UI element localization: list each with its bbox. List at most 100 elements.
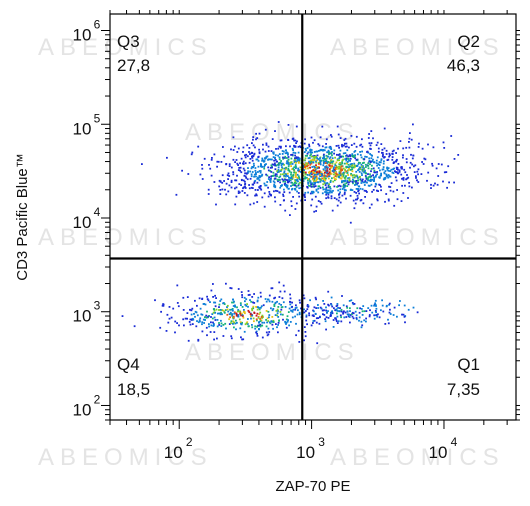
event-dot	[322, 178, 325, 181]
event-dot	[257, 306, 260, 309]
event-dot	[291, 181, 294, 184]
event-dot	[285, 174, 288, 176]
event-dot	[325, 309, 327, 312]
event-dot	[238, 167, 241, 169]
event-dot	[315, 172, 318, 175]
event-dot	[204, 319, 206, 321]
event-dot	[240, 312, 243, 315]
event-dot	[212, 283, 214, 285]
event-dot	[209, 331, 212, 333]
event-dot	[421, 161, 423, 163]
event-dot	[251, 171, 254, 173]
event-dot	[289, 303, 292, 306]
event-dot	[231, 313, 234, 315]
event-dot	[329, 315, 332, 317]
event-dot	[354, 180, 356, 183]
event-dot	[295, 125, 298, 128]
event-dot	[272, 174, 275, 177]
event-dot	[298, 170, 300, 173]
event-dot	[278, 162, 281, 165]
event-dot	[330, 160, 332, 162]
event-dot	[361, 324, 364, 327]
event-dot	[190, 309, 193, 312]
event-dot	[274, 200, 277, 203]
event-dot	[443, 171, 446, 174]
event-dot	[327, 192, 330, 194]
event-dot	[259, 291, 262, 294]
event-dot	[291, 310, 294, 313]
event-dot	[376, 199, 379, 202]
event-dot	[431, 162, 433, 165]
event-dot	[323, 314, 326, 316]
event-dot	[350, 144, 353, 146]
event-dot	[392, 190, 395, 193]
event-dot	[340, 170, 342, 172]
event-dot	[297, 184, 300, 187]
event-dot	[287, 169, 290, 172]
event-dot	[369, 163, 371, 166]
event-dot	[374, 302, 376, 305]
event-dot	[249, 153, 251, 155]
event-dot	[359, 162, 361, 164]
event-dot	[392, 149, 395, 152]
event-dot	[383, 156, 386, 158]
event-dot	[386, 166, 389, 169]
event-dot	[404, 171, 407, 174]
event-dot	[284, 180, 287, 183]
event-dot	[285, 318, 288, 321]
event-dot	[304, 138, 306, 141]
event-dot	[223, 311, 226, 314]
event-dot	[273, 305, 276, 307]
event-dot	[326, 189, 329, 192]
event-dot	[344, 177, 347, 180]
event-dot	[369, 147, 371, 150]
event-dot	[380, 143, 383, 145]
event-dot	[279, 173, 282, 176]
event-dot	[232, 316, 234, 319]
event-dot	[297, 160, 300, 163]
event-dot	[276, 164, 279, 166]
event-dot	[246, 303, 248, 305]
event-dot	[345, 170, 348, 173]
event-dot	[307, 178, 310, 180]
event-dot	[363, 189, 366, 192]
event-dot	[317, 307, 320, 309]
event-dot	[267, 166, 270, 169]
event-dot	[274, 154, 277, 157]
event-dot	[291, 316, 294, 319]
event-dot	[352, 155, 355, 158]
event-dot	[393, 167, 395, 170]
event-dot	[376, 156, 379, 159]
event-dot	[407, 308, 410, 311]
event-dot	[426, 179, 428, 182]
event-dot	[262, 148, 264, 151]
event-dot	[211, 313, 214, 315]
event-dot	[235, 328, 237, 331]
event-dot	[333, 149, 336, 152]
event-dot	[442, 180, 444, 183]
event-dot	[334, 175, 337, 178]
event-dot	[255, 132, 257, 135]
event-dot	[342, 173, 344, 175]
event-dot	[324, 167, 327, 169]
event-dot	[274, 296, 276, 299]
event-dot	[298, 313, 301, 316]
event-dot	[277, 179, 280, 181]
event-dot	[277, 121, 280, 123]
event-dot	[303, 193, 306, 196]
event-dot	[345, 159, 348, 162]
event-dot	[280, 304, 282, 306]
event-dot	[402, 147, 405, 150]
event-dot	[243, 174, 246, 177]
event-dot	[346, 185, 349, 187]
event-dot	[389, 170, 392, 172]
event-dot	[422, 163, 425, 165]
event-dot	[208, 164, 210, 166]
event-dot	[322, 169, 325, 172]
event-dot	[263, 167, 266, 170]
event-dot	[354, 150, 357, 152]
event-dot	[327, 177, 330, 180]
event-dot	[361, 165, 363, 168]
event-dot	[274, 174, 277, 177]
event-dot	[282, 157, 285, 160]
